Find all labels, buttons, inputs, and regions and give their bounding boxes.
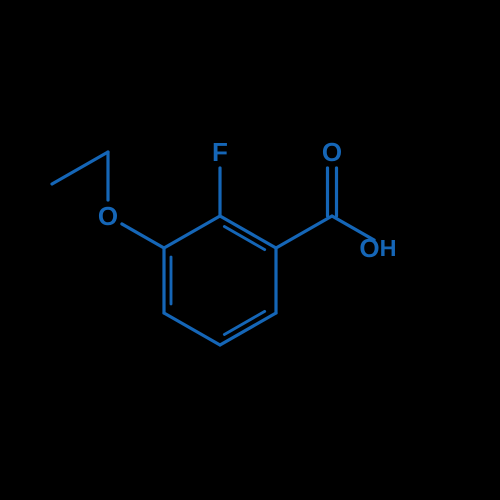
molecule-diagram: F O O OH xyxy=(0,0,500,500)
atom-label-O3: OH xyxy=(359,233,396,263)
atom-label-F: F xyxy=(212,137,228,167)
atom-label-O2: O xyxy=(322,137,342,167)
atom-label-O1: O xyxy=(98,201,118,231)
